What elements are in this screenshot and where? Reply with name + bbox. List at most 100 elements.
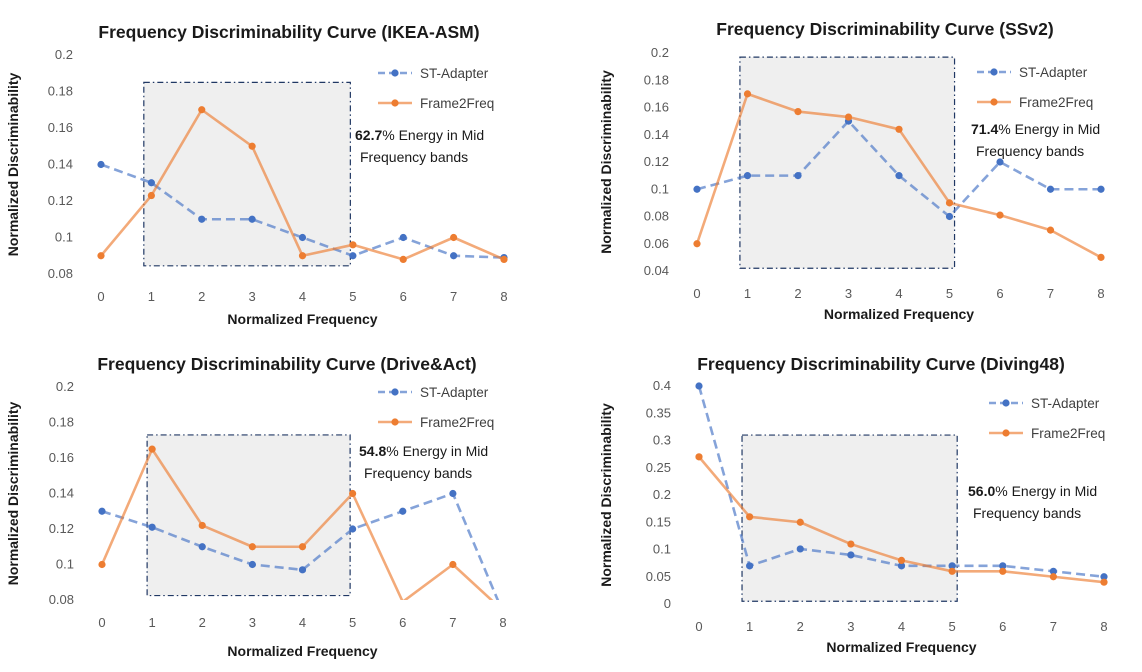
data-point-st-adapter	[147, 179, 155, 187]
data-point-st-adapter	[1049, 567, 1057, 575]
x-tick-label: 1	[744, 286, 751, 301]
legend-label-st-adapter: ST-Adapter	[1031, 396, 1100, 411]
mid-frequency-band	[741, 434, 958, 602]
y-tick-label: 0.14	[48, 157, 73, 172]
data-point-st-adapter	[695, 382, 703, 390]
y-tick-label: 0.15	[646, 514, 671, 529]
data-point-frame2freq	[248, 142, 256, 150]
chart-title: Frequency Discriminability Curve (IKEA-A…	[98, 22, 479, 42]
energy-annotation-line2: Frequency bands	[976, 143, 1084, 159]
x-tick-label: 4	[299, 615, 306, 630]
data-point-frame2freq	[148, 445, 156, 453]
chart-diving48: Frequency Discriminability Curve (Diving…	[598, 354, 1108, 655]
data-point-st-adapter	[693, 185, 701, 193]
x-tick-label: 8	[499, 615, 506, 630]
y-tick-label: 0.16	[49, 450, 74, 465]
data-point-frame2freq	[500, 255, 508, 263]
data-point-frame2freq	[847, 540, 855, 548]
y-tick-label: 0.16	[644, 100, 669, 115]
y-tick-label: 0.18	[48, 84, 73, 99]
data-point-frame2freq	[198, 106, 206, 114]
y-tick-label: 0.16	[48, 120, 73, 135]
data-point-st-adapter	[248, 560, 256, 569]
x-tick-label: 7	[450, 289, 457, 304]
x-tick-label: 4	[299, 289, 306, 304]
y-tick-label: 0.14	[644, 127, 669, 142]
data-point-st-adapter	[298, 233, 307, 242]
data-point-st-adapter	[996, 158, 1004, 166]
x-tick-label: 3	[847, 619, 854, 634]
y-tick-label: 0.25	[646, 460, 671, 475]
data-point-frame2freq	[450, 233, 458, 242]
y-axis-title: Normalized Discriminability	[5, 401, 21, 585]
y-tick-label: 0.12	[644, 154, 669, 169]
data-point-st-adapter	[97, 160, 105, 169]
data-point-frame2freq	[1100, 578, 1108, 586]
energy-annotation-text: % Energy in Mid	[995, 483, 1097, 499]
data-point-st-adapter	[895, 172, 903, 180]
data-point-frame2freq	[796, 518, 804, 526]
data-point-st-adapter	[794, 172, 802, 180]
series-line-st-adapter	[101, 492, 500, 600]
data-point-st-adapter	[349, 252, 357, 260]
y-tick-label: 0.06	[644, 236, 669, 251]
x-tick-label: 0	[695, 619, 702, 634]
x-tick-label: 6	[400, 289, 407, 304]
x-tick-label: 6	[996, 286, 1003, 301]
y-tick-label: 0.08	[644, 209, 669, 224]
data-point-st-adapter	[999, 562, 1007, 570]
x-tick-label: 5	[349, 289, 356, 304]
x-tick-label: 1	[149, 615, 156, 630]
series-line-st-adapter	[100, 163, 505, 259]
y-axis-title: Normalized Discriminability	[5, 72, 21, 256]
y-tick-label: 0.14	[49, 486, 74, 501]
legend-label-frame2freq: Frame2Freq	[420, 415, 494, 430]
chart-ikea-asm: Frequency Discriminability Curve (IKEA-A…	[5, 22, 508, 327]
x-tick-label: 7	[1047, 286, 1054, 301]
y-tick-label: 0.2	[56, 379, 74, 394]
data-point-st-adapter	[198, 543, 206, 551]
x-tick-label: 4	[898, 619, 905, 634]
y-tick-label: 0.2	[55, 47, 73, 62]
data-point-st-adapter	[847, 551, 855, 559]
series-line-st-adapter	[696, 119, 1101, 218]
data-point-st-adapter	[743, 172, 752, 180]
data-point-frame2freq	[999, 567, 1007, 575]
x-tick-label: 5	[349, 615, 356, 630]
legend-marker-frame2freq	[990, 98, 998, 106]
x-tick-label: 2	[797, 619, 804, 634]
chart-drive-act: Frequency Discriminability Curve (Drive&…	[5, 354, 507, 659]
data-point-frame2freq	[1046, 226, 1055, 234]
energy-annotation-line1: 62.7% Energy in Mid	[355, 127, 484, 143]
x-tick-label: 1	[148, 289, 155, 304]
energy-percent-value: 54.8	[359, 443, 386, 459]
x-tick-label: 8	[1097, 286, 1104, 301]
x-axis-title: Normalized Frequency	[826, 639, 976, 655]
data-point-st-adapter	[897, 562, 906, 570]
mid-frequency-band	[146, 434, 351, 597]
data-point-frame2freq	[449, 560, 457, 569]
data-point-frame2freq	[844, 113, 853, 121]
data-point-frame2freq	[746, 513, 754, 521]
data-point-frame2freq	[349, 241, 357, 249]
data-point-frame2freq	[895, 125, 903, 133]
data-point-frame2freq	[695, 453, 703, 461]
chart-title: Frequency Discriminability Curve (Drive&…	[97, 354, 476, 374]
data-point-st-adapter	[98, 507, 106, 515]
data-point-st-adapter	[796, 545, 804, 553]
data-point-st-adapter	[298, 566, 307, 574]
energy-annotation-line1: 71.4% Energy in Mid	[971, 121, 1100, 137]
data-point-frame2freq	[1049, 573, 1057, 581]
energy-annotation-line2: Frequency bands	[364, 465, 472, 481]
y-tick-label: 0.35	[646, 405, 671, 420]
data-point-frame2freq	[349, 489, 357, 498]
data-point-st-adapter	[945, 212, 954, 221]
x-tick-label: 8	[1100, 619, 1107, 634]
legend-marker-st-adapter	[391, 69, 399, 77]
y-tick-label: 0.18	[644, 72, 669, 87]
x-tick-label: 3	[249, 289, 256, 304]
data-point-st-adapter	[198, 215, 206, 223]
x-tick-label: 2	[794, 286, 801, 301]
data-point-frame2freq	[298, 252, 307, 260]
